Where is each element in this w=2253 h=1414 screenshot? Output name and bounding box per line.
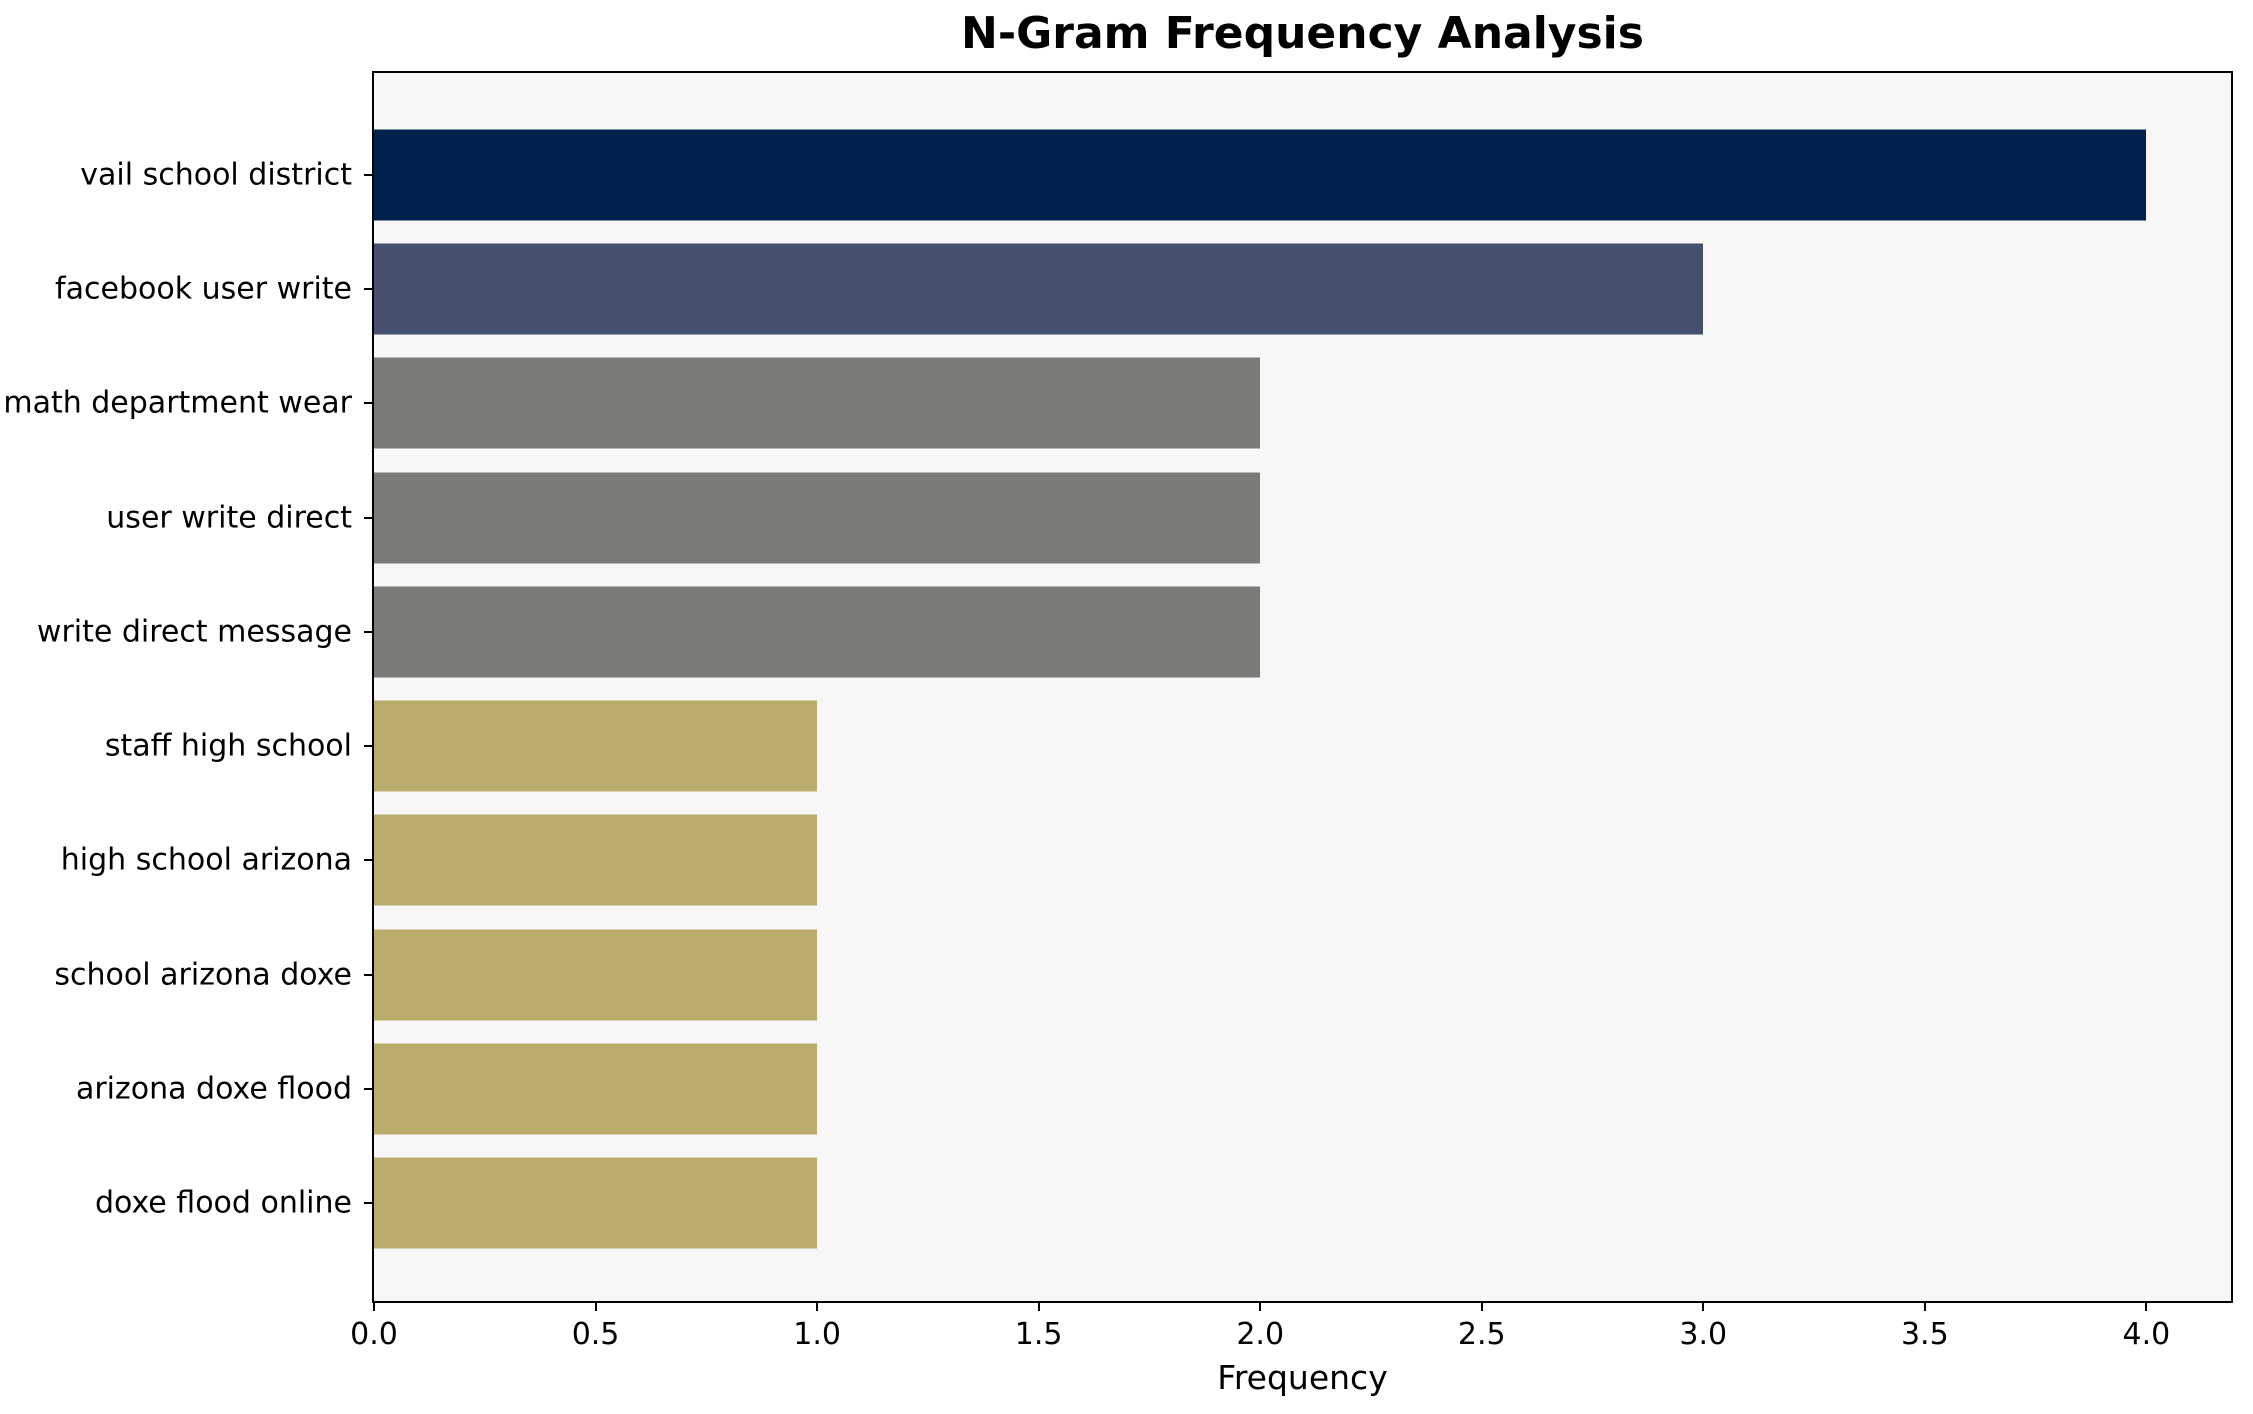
y-tick-mark [364,630,374,633]
bar-row: school arizona doxe [54,918,2231,1032]
x-tick-label: 0.0 [350,1317,398,1352]
y-tick-label: doxe flood online [95,1185,352,1221]
x-tick-mark [1923,1301,1926,1311]
x-tick-label: 3.0 [1679,1317,1728,1352]
bar-write-direct-message [374,586,1261,678]
x-tick-mark [816,1301,819,1311]
bar-row: facebook user write [55,232,2231,346]
y-tick-label: arizona doxe flood [75,1071,352,1107]
x-axis-label: Frequency [1217,1358,1388,1397]
y-tick-label: staff high school [104,728,352,764]
bar-school-arizona-doxe [374,929,818,1021]
y-tick-mark [364,745,374,748]
x-tick-label: 2.0 [1236,1317,1285,1352]
y-tick-label: vail school district [80,157,352,193]
y-tick-mark [364,1088,374,1091]
bar-facebook-user-write [374,243,1704,335]
bar-doxe-flood-online [374,1157,818,1249]
y-tick-label: facebook user write [55,271,352,307]
bar-row: high school arizona [61,803,2231,917]
y-tick-mark [364,402,374,405]
y-tick-mark [364,859,374,862]
bar-row: math department wear [3,346,2231,460]
plot-area: vail school district facebook user write m… [3,71,2233,1352]
bar-staff-high-school [374,700,818,792]
x-tick-mark [1702,1301,1705,1311]
y-tick-mark [364,973,374,976]
y-tick-mark [364,516,374,519]
x-tick-label: 1.0 [793,1317,841,1352]
x-tick-mark [1037,1301,1040,1311]
x-tick-mark [373,1301,375,1311]
y-tick-label: user write direct [106,500,352,536]
bar-row: vail school district [80,118,2231,232]
y-tick-label: high school arizona [60,842,352,878]
y-tick-mark [364,1202,374,1205]
y-tick-label: school arizona doxe [54,957,352,993]
bar-high-school-arizona [374,814,818,906]
x-tick-mark [2145,1301,2148,1311]
bar-vail-school-district [374,129,2147,221]
bar-row: write direct message [37,575,2231,689]
x-tick-mark [1259,1301,1262,1311]
y-tick-label: math department wear [3,385,352,421]
x-tick-label: 0.5 [571,1317,620,1352]
x-tick-label: 1.5 [1014,1317,1063,1352]
x-tick-label: 3.5 [1900,1317,1949,1352]
x-tick-label: 2.5 [1457,1317,1506,1352]
bar-row: doxe flood online [95,1146,2231,1260]
x-tick-mark [594,1301,597,1311]
y-tick-mark [364,287,374,290]
y-tick-mark [364,173,374,176]
bar-user-write-direct [374,472,1261,564]
chart-title: N-Gram Frequency Analysis [961,8,1644,59]
bar-math-department-wear [374,357,1261,449]
y-tick-label: write direct message [36,614,352,650]
bar-row: user write direct [106,460,2231,574]
bar-arizona-doxe-flood [374,1043,818,1135]
x-tick-label: 4.0 [2122,1317,2171,1352]
bar-row: arizona doxe flood [76,1032,2231,1146]
x-tick-mark [1480,1301,1483,1311]
bar-row: staff high school [105,689,2231,803]
